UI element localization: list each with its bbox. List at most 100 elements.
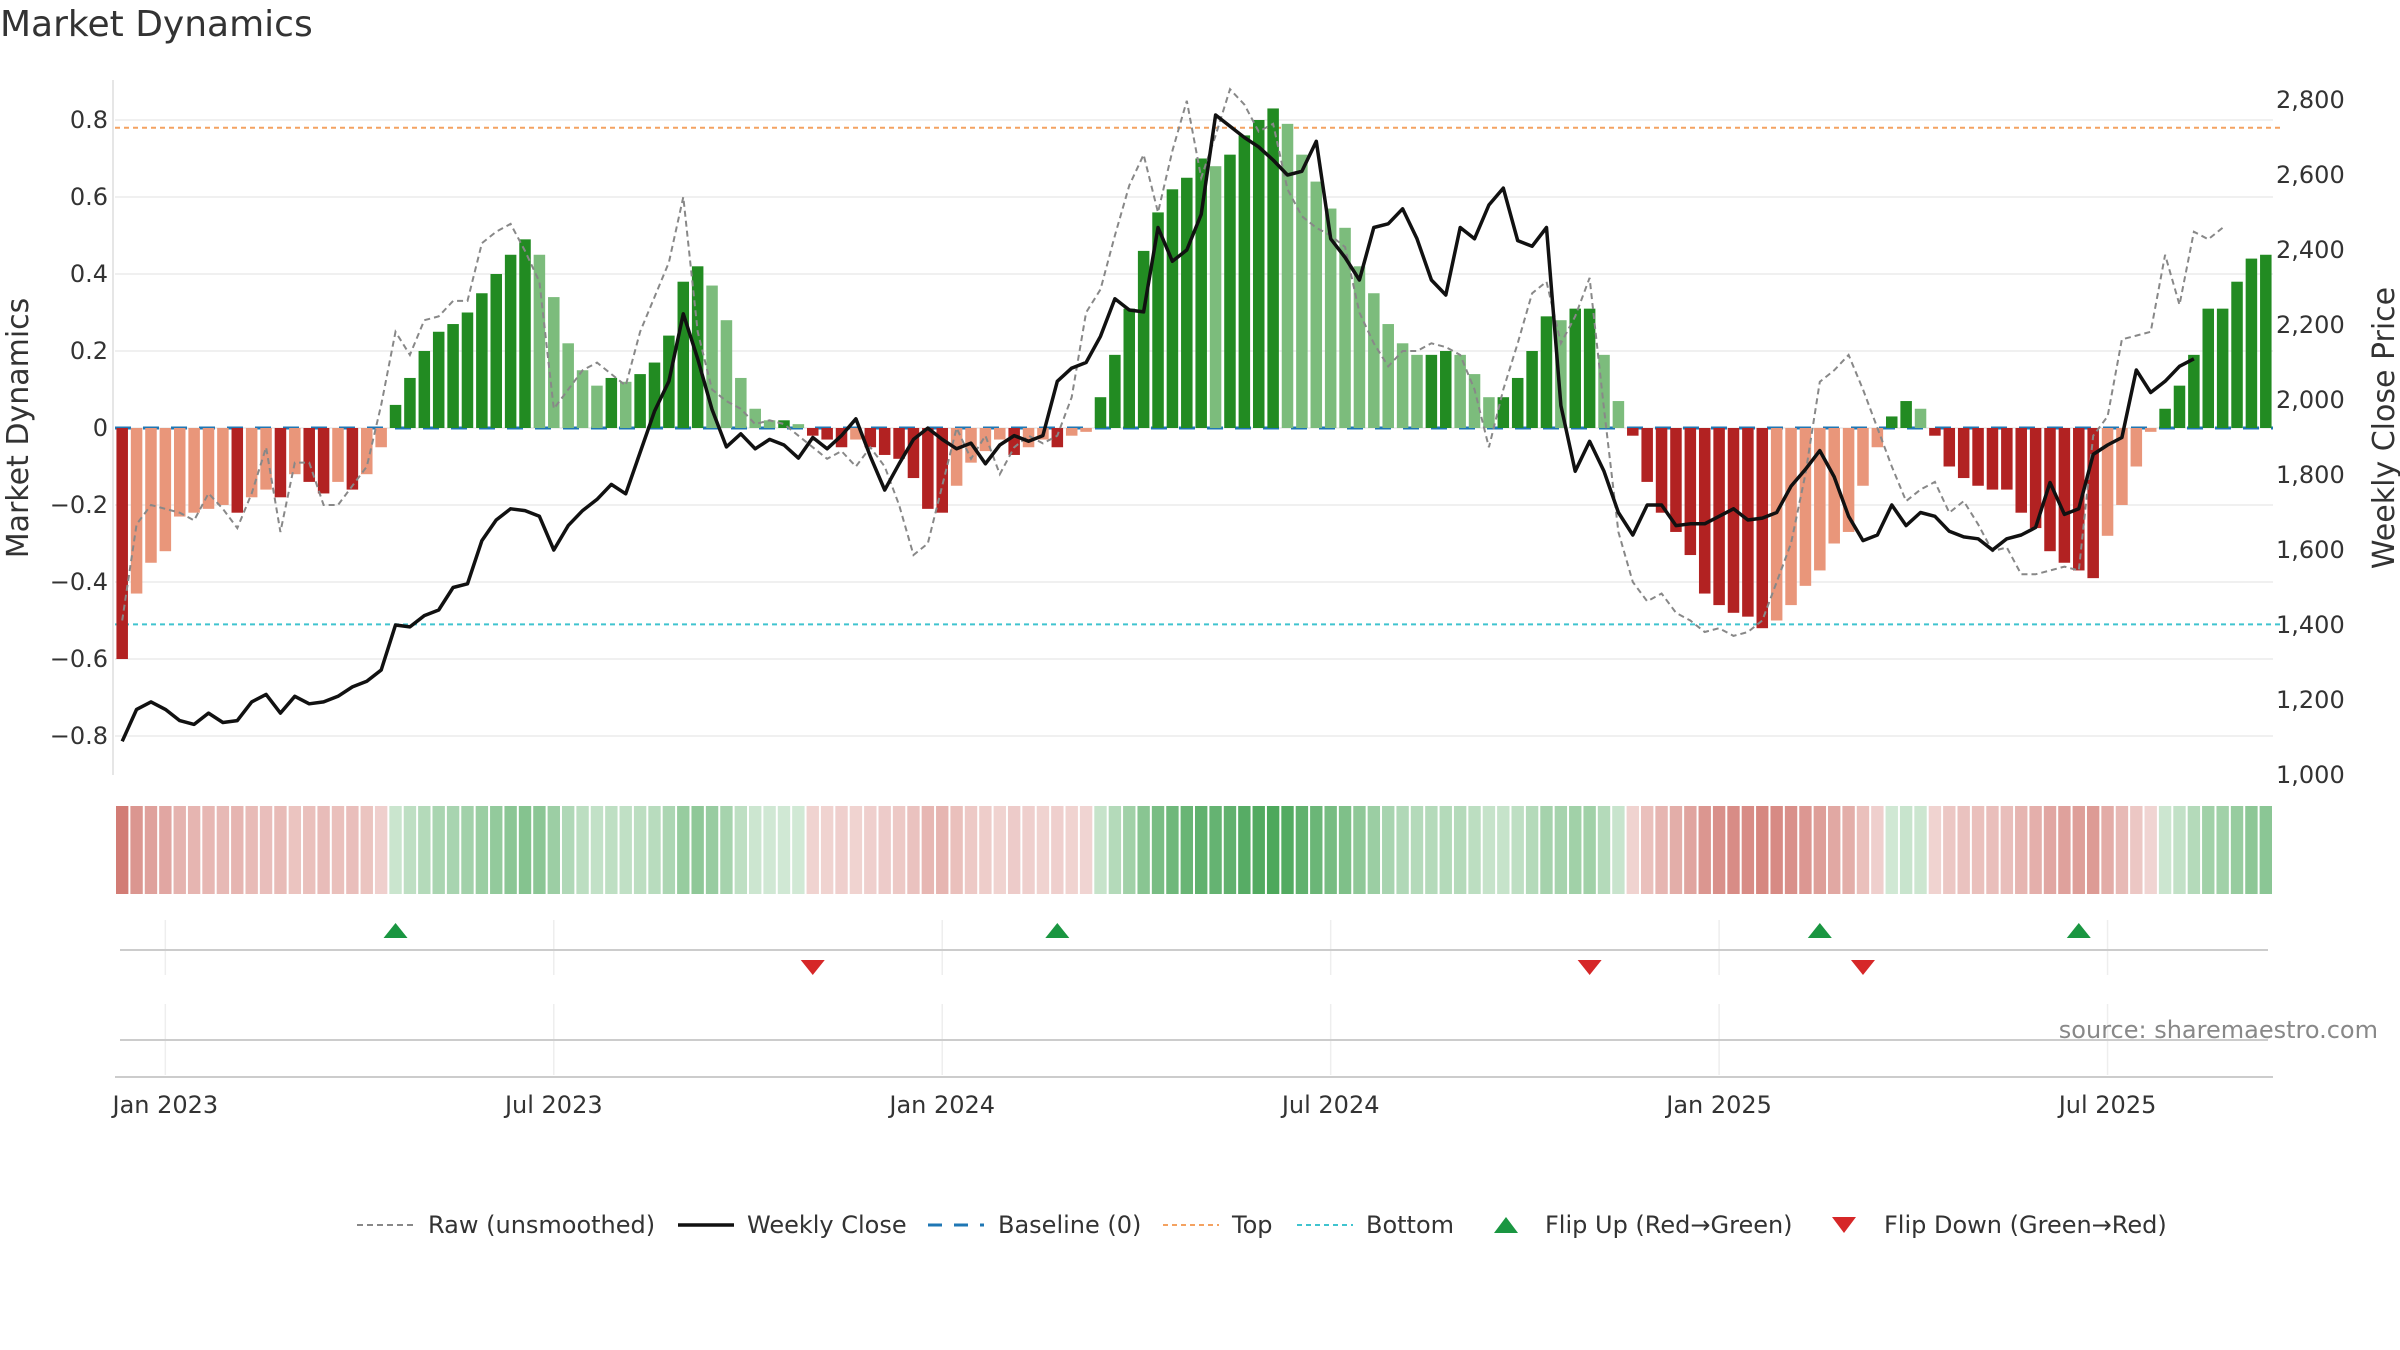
dynamics-bar xyxy=(1569,308,1582,428)
dynamics-bar xyxy=(1655,428,1668,513)
dynamics-bar xyxy=(2073,428,2085,571)
heatmap-cell xyxy=(1137,806,1150,894)
dynamics-bar xyxy=(2101,428,2114,536)
dynamics-bar xyxy=(404,377,416,428)
heatmap-cell xyxy=(418,806,431,894)
heatmap-cell xyxy=(1828,806,1841,894)
dynamics-bar xyxy=(1065,428,1078,436)
heatmap-cell xyxy=(993,806,1006,894)
dynamics-bar xyxy=(1296,154,1308,428)
heatmap-cell xyxy=(1612,806,1625,894)
dynamics-bar xyxy=(950,428,963,486)
heatmap-cell xyxy=(1238,806,1251,894)
heatmap-cell xyxy=(389,806,402,894)
x-tick-label: Jan 2025 xyxy=(1664,1091,1772,1119)
dynamics-bar xyxy=(1814,428,1826,571)
dynamics-bar xyxy=(850,428,862,440)
dynamics-bar xyxy=(1411,354,1423,428)
heatmap-cell xyxy=(274,806,287,894)
heatmap-cell xyxy=(590,806,604,894)
dynamics-bar xyxy=(1440,351,1452,428)
heatmap-cell xyxy=(1439,806,1452,894)
dynamics-bar xyxy=(1770,428,1783,621)
heatmap-cell xyxy=(187,806,201,894)
dynamics-bar xyxy=(1526,351,1538,428)
dynamics-bar xyxy=(548,297,560,428)
dynamics-bar xyxy=(936,428,948,513)
heatmap-cell xyxy=(1799,806,1812,894)
dynamics-bar xyxy=(461,312,474,428)
heatmap-cell xyxy=(2158,806,2172,894)
heatmap-cell xyxy=(374,806,388,894)
heatmap-cell xyxy=(576,806,589,894)
heatmap-cell xyxy=(1266,806,1280,894)
heatmap-cell xyxy=(964,806,978,894)
heatmap-cell xyxy=(159,806,172,894)
heatmap-cell xyxy=(2015,806,2028,894)
dynamics-bar xyxy=(1497,397,1510,428)
heatmap-cell xyxy=(1367,806,1381,894)
dynamics-bars xyxy=(116,108,2272,659)
heatmap-cell xyxy=(1195,806,1208,894)
heatmap-cell xyxy=(2245,806,2258,894)
heatmap-cell xyxy=(446,806,460,894)
left-tick-label: −0.2 xyxy=(50,491,108,519)
heatmap-cell xyxy=(1957,806,1970,894)
heatmap-cell xyxy=(1108,806,1122,894)
heatmap-cell xyxy=(346,806,359,894)
dynamics-bar xyxy=(1612,401,1625,428)
heatmap-cell xyxy=(1943,806,1956,894)
right-tick-label: 2,800 xyxy=(2276,86,2345,114)
dynamics-bar xyxy=(1166,189,1179,428)
dynamics-bar xyxy=(2188,354,2200,428)
dynamics-bar xyxy=(1094,397,1107,428)
heatmap-cell xyxy=(331,806,345,894)
heatmap-cell xyxy=(231,806,244,894)
dynamics-bar xyxy=(361,428,373,475)
dynamics-bar xyxy=(303,428,315,482)
dynamics-bar xyxy=(1727,428,1740,613)
dynamics-bar xyxy=(317,428,330,494)
heatmap-cell xyxy=(1856,806,1870,894)
dynamics-bar xyxy=(1785,428,1797,606)
heatmap-cell xyxy=(835,806,848,894)
dynamics-bar xyxy=(806,428,819,436)
heatmap-cell xyxy=(1583,806,1596,894)
dynamics-bar xyxy=(375,428,387,448)
heatmap-cell xyxy=(1295,806,1309,894)
heatmap-cell xyxy=(1425,806,1438,894)
heatmap-cell xyxy=(648,806,661,894)
legend-top-label: Top xyxy=(1231,1211,1273,1239)
dynamics-bar xyxy=(2001,428,2013,490)
heatmap-cell xyxy=(259,806,273,894)
dynamics-bar xyxy=(576,370,589,428)
heatmap-cell xyxy=(403,806,417,894)
heatmap-cell xyxy=(2130,806,2143,894)
heatmap-cell xyxy=(1281,806,1294,894)
dynamics-bar xyxy=(2029,428,2042,529)
dynamics-bar xyxy=(245,428,258,498)
legend-baseline-label: Baseline (0) xyxy=(998,1211,1141,1239)
dynamics-bar xyxy=(1353,266,1366,428)
heatmap-cell xyxy=(720,806,733,894)
dynamics-bar xyxy=(130,428,143,594)
heatmap-cell xyxy=(1338,806,1352,894)
dynamics-bar xyxy=(1238,135,1251,428)
heatmap-cell xyxy=(432,806,445,894)
heatmap-cell xyxy=(1497,806,1510,894)
dynamics-bar xyxy=(907,428,920,479)
dynamics-bar xyxy=(878,428,891,455)
heatmap-cell xyxy=(1007,806,1021,894)
x-tick-label: Jan 2024 xyxy=(887,1091,995,1119)
heatmap-cell xyxy=(777,806,791,894)
heatmap-cell xyxy=(490,806,503,894)
heatmap-cell xyxy=(864,806,877,894)
heatmap-cell xyxy=(1741,806,1755,894)
dynamics-bar xyxy=(1368,293,1380,428)
heatmap-cell xyxy=(1899,806,1913,894)
heatmap-cell xyxy=(2072,806,2085,894)
dynamics-bar xyxy=(1511,377,1524,428)
dynamics-bar xyxy=(2044,428,2056,552)
heatmap-cell xyxy=(1453,806,1467,894)
